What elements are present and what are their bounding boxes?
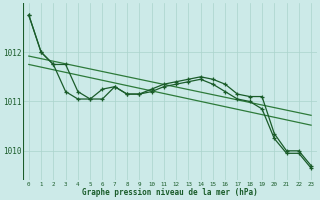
X-axis label: Graphe pression niveau de la mer (hPa): Graphe pression niveau de la mer (hPa) bbox=[82, 188, 258, 197]
